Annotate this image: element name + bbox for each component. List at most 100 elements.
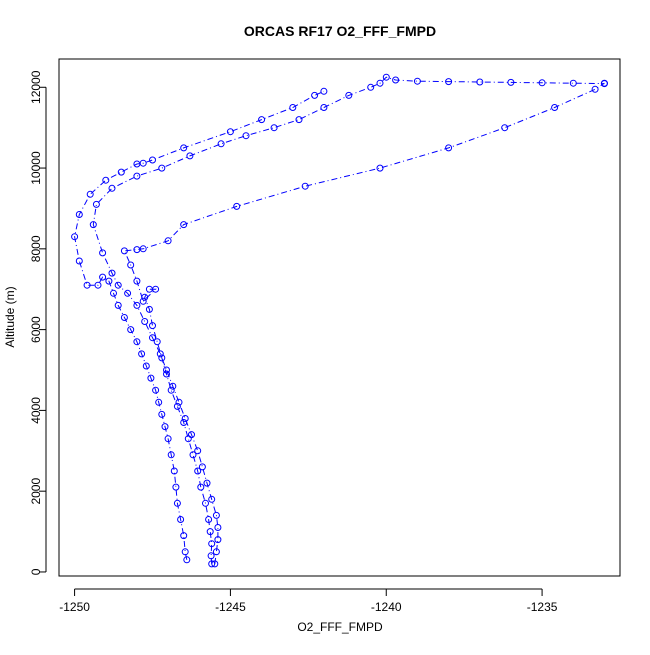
data-point: [141, 293, 149, 301]
data-point: [167, 451, 175, 459]
data-point: [392, 76, 400, 84]
data-point: [127, 261, 135, 269]
data-point: [99, 273, 107, 281]
data-point: [108, 269, 116, 277]
y-tick-label: 8000: [29, 235, 43, 262]
data-point: [75, 257, 83, 265]
data-point: [127, 326, 135, 334]
data-point: [476, 78, 484, 86]
data-point: [75, 211, 83, 218]
data-point: [133, 301, 141, 309]
data-point: [551, 104, 559, 111]
data-point: [138, 350, 146, 358]
data-point: [147, 374, 155, 382]
data-point: [376, 79, 384, 87]
x-tick-label: -1240: [371, 600, 402, 614]
data-point: [139, 297, 147, 305]
data-point: [149, 322, 156, 330]
data-point: [207, 552, 215, 560]
data-point: [158, 354, 166, 362]
data-point: [445, 144, 453, 152]
series-line-3: [92, 76, 605, 564]
data-point: [289, 104, 297, 111]
data-point: [186, 152, 194, 160]
data-point: [376, 164, 384, 172]
data-point: [538, 79, 546, 87]
data-point: [320, 104, 328, 111]
series-line-2: [123, 82, 605, 564]
data-point: [139, 245, 147, 253]
data-point: [295, 116, 303, 124]
data-point: [102, 176, 110, 184]
data-point: [170, 467, 178, 475]
data-point: [149, 334, 156, 342]
data-point: [177, 516, 185, 523]
data-point: [156, 350, 164, 358]
x-axis: -1250 -1245 -1240 -1235: [59, 588, 558, 614]
data-point: [208, 540, 216, 548]
x-tick-label: -1235: [527, 600, 558, 614]
data-point: [71, 233, 79, 241]
data-point: [164, 237, 172, 245]
data-point: [114, 281, 122, 289]
data-point: [202, 499, 209, 507]
data-point: [367, 83, 375, 91]
data-point: [194, 467, 202, 475]
data-point: [198, 463, 206, 471]
y-tick-label: 12000: [29, 70, 43, 104]
data-point: [175, 398, 183, 406]
data-point: [197, 483, 205, 491]
data-point: [214, 536, 222, 544]
data-point: [163, 366, 170, 374]
data-point: [233, 202, 241, 210]
data-point: [600, 80, 608, 88]
data-point: [153, 338, 161, 346]
data-point: [226, 128, 234, 136]
y-axis-label: Altitude (m): [3, 286, 17, 347]
data-point: [145, 305, 153, 313]
y-tick-label: 0: [29, 568, 43, 575]
y-tick-label: 6000: [29, 316, 43, 343]
data-point: [99, 249, 107, 257]
x-tick-label: -1250: [59, 600, 90, 614]
data-point: [163, 370, 170, 378]
data-point: [92, 200, 100, 208]
data-point: [133, 172, 141, 180]
chart-title: ORCAS RF17 O2_FFF_FMPD: [244, 23, 436, 39]
data-point: [203, 479, 211, 487]
data-point: [158, 164, 166, 172]
data-point: [152, 285, 160, 293]
data-point: [124, 289, 132, 297]
data-point: [142, 362, 150, 370]
data-point: [211, 560, 219, 568]
data-point: [180, 144, 188, 152]
data-point: [180, 532, 188, 540]
data-point: [173, 499, 181, 507]
data-point: [155, 398, 163, 406]
x-axis-label: O2_FFF_FMPD: [297, 620, 383, 634]
plot-frame: [58, 58, 621, 577]
data-point: [164, 435, 172, 443]
data-point: [173, 402, 181, 410]
data-point: [345, 91, 353, 99]
data-point: [212, 511, 220, 519]
data-point: [181, 415, 189, 422]
data-point: [320, 87, 328, 95]
data-point: [214, 524, 222, 531]
data-point: [180, 221, 188, 229]
y-tick-label: 2000: [29, 478, 43, 505]
data-point: [172, 483, 180, 491]
data-point: [120, 314, 128, 321]
data-point: [133, 277, 141, 285]
data-point: [86, 190, 94, 198]
series-layer: [71, 73, 608, 568]
data-point: [181, 548, 189, 556]
data-point: [117, 168, 125, 176]
data-point: [189, 451, 197, 459]
data-point: [569, 79, 577, 87]
data-point: [311, 91, 319, 99]
data-point: [169, 382, 177, 390]
